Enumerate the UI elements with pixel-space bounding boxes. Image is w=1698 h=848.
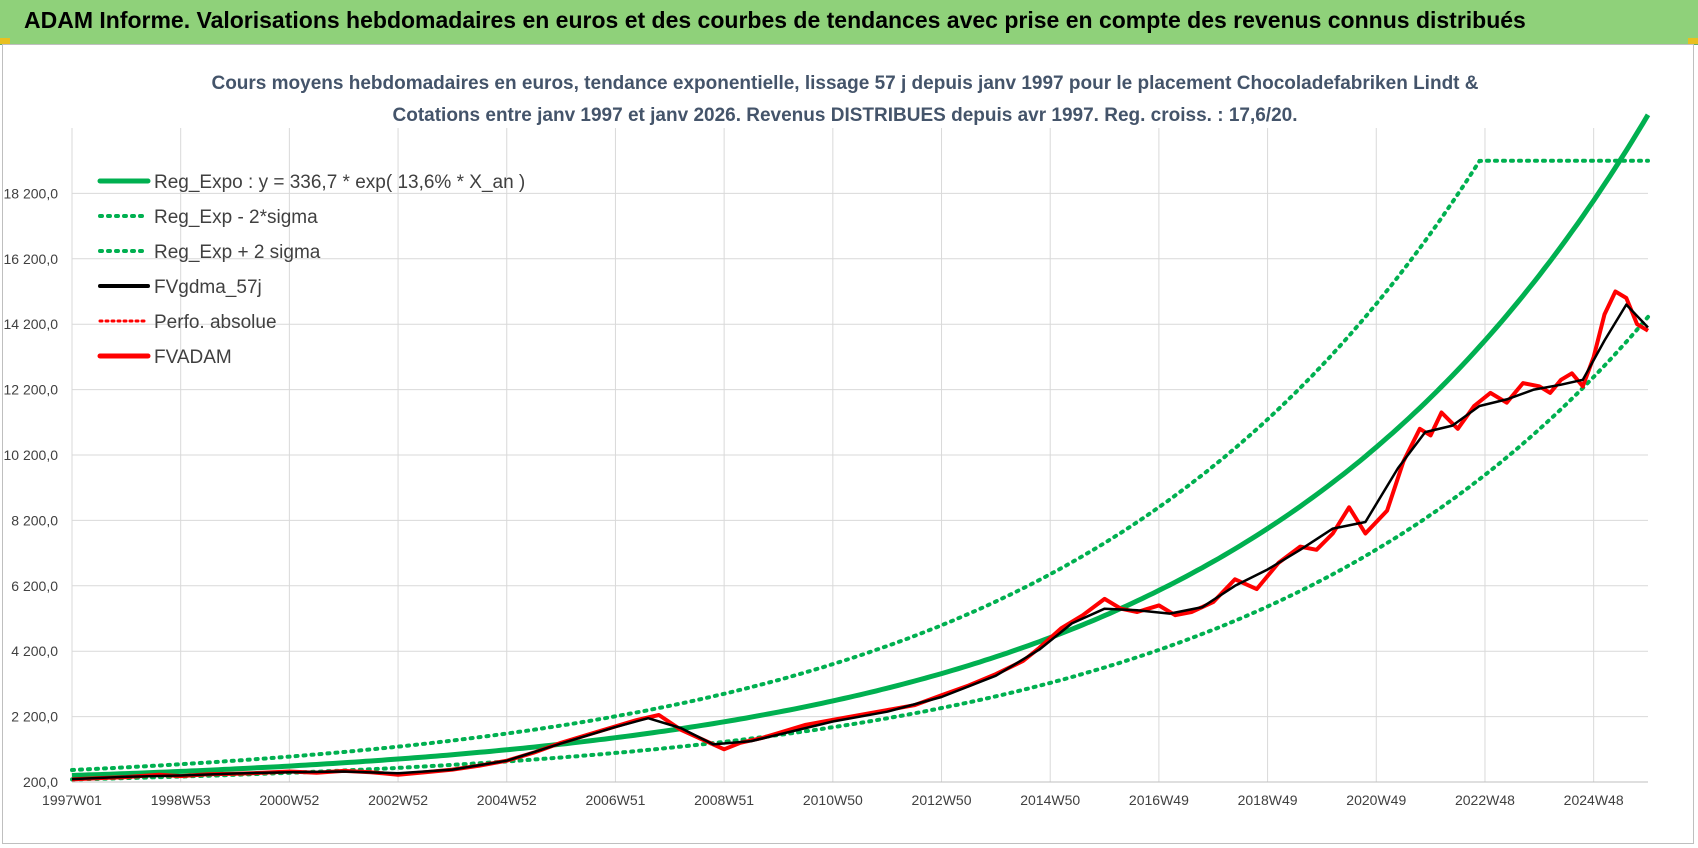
x-tick-label: 2018W49 xyxy=(1238,792,1298,808)
x-tick-label: 2024W48 xyxy=(1564,792,1624,808)
x-tick-label: 2020W49 xyxy=(1346,792,1406,808)
chart-title: Cours moyens hebdomadaires en euros, ten… xyxy=(211,73,1478,94)
x-tick-label: 2006W51 xyxy=(585,792,645,808)
y-tick-label: 16 200,0 xyxy=(4,251,59,267)
legend-item-label: Perfo. absolue xyxy=(154,312,277,333)
corner-marker-right xyxy=(1688,38,1698,44)
legend-item-label: FVADAM xyxy=(154,347,232,368)
x-tick-label: 2012W50 xyxy=(912,792,972,808)
legend-item-label: FVgdma_57j xyxy=(154,277,262,298)
y-tick-label: 10 200,0 xyxy=(4,447,59,463)
x-tick-label: 2022W48 xyxy=(1455,792,1515,808)
x-tick-label: 2008W51 xyxy=(694,792,754,808)
legend: Reg_Expo : y = 336,7 * exp( 13,6% * X_an… xyxy=(97,172,525,368)
x-tick-label: 2014W50 xyxy=(1020,792,1080,808)
legend-item-label: Reg_Expo : y = 336,7 * exp( 13,6% * X_an… xyxy=(154,172,525,193)
y-tick-label: 6 200,0 xyxy=(11,578,58,594)
x-tick-label: 1998W53 xyxy=(151,792,211,808)
y-tick-label: 4 200,0 xyxy=(11,643,58,659)
reg-expo-line xyxy=(71,113,1651,778)
reg-minus-2sigma-line xyxy=(70,314,1650,782)
axes: 200,0 2 200,0 4 200,0 6 200,0 8 200,0 10 200,… xyxy=(4,185,1648,808)
y-tick-label: 14 200,0 xyxy=(4,316,59,332)
report-banner: ADAM Informe. Valorisations hebdomadaire… xyxy=(0,0,1698,45)
x-tick-label: 2000W52 xyxy=(259,792,319,808)
legend-item-label: Reg_Exp + 2 sigma xyxy=(154,242,321,263)
y-tick-label: 8 200,0 xyxy=(11,512,58,528)
x-tick-label: 2002W52 xyxy=(368,792,428,808)
y-tick-label: 2 200,0 xyxy=(11,709,58,725)
legend-item-label: Reg_Exp - 2*sigma xyxy=(154,207,318,228)
fvgdma-57j-line xyxy=(71,303,1649,781)
y-tick-label: 12 200,0 xyxy=(4,382,59,398)
x-tick-label: 2004W52 xyxy=(477,792,537,808)
x-tick-label: 2010W50 xyxy=(803,792,863,808)
chart-subtitle: Cotations entre janv 1997 et janv 2026. … xyxy=(393,105,1298,126)
reg-plus-2sigma-line xyxy=(70,158,1650,772)
y-tick-label: 18 200,0 xyxy=(4,185,59,201)
fvadam-line xyxy=(71,289,1650,782)
corner-marker-left xyxy=(0,38,10,44)
report-title: ADAM Informe. Valorisations hebdomadaire… xyxy=(24,7,1526,33)
series-layer xyxy=(70,113,1651,782)
chart-frame xyxy=(2,44,1694,844)
y-tick-label: 200,0 xyxy=(23,774,58,790)
x-tick-label: 2016W49 xyxy=(1129,792,1189,808)
x-tick-label: 1997W01 xyxy=(42,792,102,808)
gridlines xyxy=(71,128,1648,783)
